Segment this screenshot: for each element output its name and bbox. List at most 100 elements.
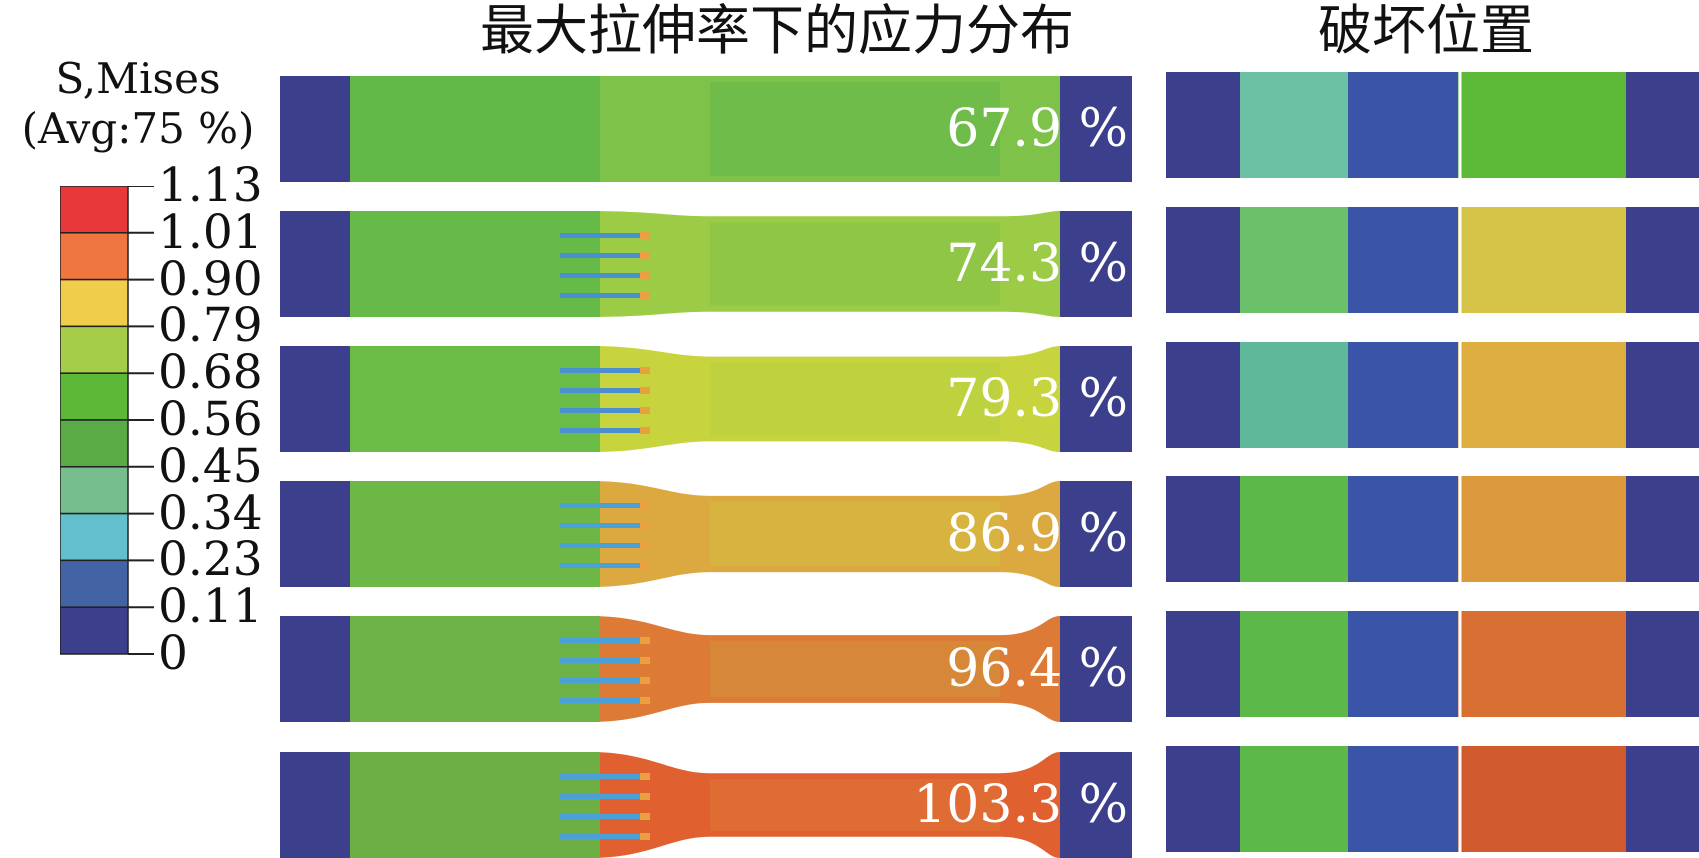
legend-label: 0.34 bbox=[158, 485, 263, 541]
right-clamp bbox=[1060, 76, 1132, 182]
right-clamp bbox=[1060, 346, 1132, 452]
specimen-row bbox=[280, 211, 1132, 317]
legend-swatch bbox=[60, 372, 129, 421]
fiber-rod-tip bbox=[640, 252, 650, 259]
failure-right-clamp bbox=[1626, 207, 1699, 313]
legend-header-averaging: (Avg:75 %) bbox=[21, 104, 255, 153]
fiber-rod-tip bbox=[640, 697, 650, 704]
fiber-rod-tip bbox=[640, 793, 650, 800]
failure-right-zone bbox=[1458, 207, 1626, 313]
right-clamp bbox=[1060, 752, 1132, 858]
legend-label: 0.68 bbox=[158, 345, 263, 401]
fiber-rod bbox=[560, 543, 640, 548]
legend-label: 0.45 bbox=[158, 438, 263, 494]
title-stress-distribution: 最大拉伸率下的应力分布 bbox=[480, 0, 1074, 62]
legend-color-bar bbox=[60, 186, 154, 655]
specimen-left-zone bbox=[350, 752, 600, 858]
failure-row bbox=[1166, 207, 1699, 313]
legend-label: 0.79 bbox=[158, 298, 263, 354]
legend-swatch bbox=[60, 419, 129, 468]
failure-left-zone bbox=[1240, 342, 1348, 448]
fiber-rod-tip bbox=[640, 292, 650, 299]
fiber-rod bbox=[560, 563, 640, 568]
legend-swatch bbox=[60, 512, 129, 562]
fiber-rod-tip bbox=[640, 272, 650, 279]
failure-right-clamp bbox=[1626, 746, 1699, 852]
fiber-rod-tip bbox=[640, 367, 650, 374]
specimen-row bbox=[280, 346, 1132, 452]
fiber-rod bbox=[560, 814, 640, 819]
fiber-rod bbox=[560, 408, 640, 413]
left-clamp bbox=[280, 616, 350, 722]
fiber-rod bbox=[560, 388, 640, 393]
fiber-rod-tip bbox=[640, 657, 650, 664]
strain-label: 67.9 % bbox=[946, 99, 1128, 159]
fiber-rod-tip bbox=[640, 522, 650, 529]
stress-distribution-panels bbox=[280, 76, 1132, 858]
left-clamp bbox=[280, 346, 350, 452]
failure-row bbox=[1166, 746, 1699, 852]
fiber-rod-tip bbox=[640, 232, 650, 239]
fiber-rod bbox=[560, 794, 640, 799]
fiber-rod bbox=[560, 253, 640, 258]
right-clamp bbox=[1060, 481, 1132, 587]
left-clamp bbox=[280, 76, 350, 182]
failure-row bbox=[1166, 342, 1699, 448]
specimen-center-zone bbox=[710, 779, 1000, 831]
specimen-row bbox=[280, 76, 1132, 182]
legend-swatch bbox=[60, 278, 129, 328]
failure-damage-zone bbox=[1348, 746, 1458, 852]
fiber-rod-tip bbox=[640, 773, 650, 780]
strain-label: 96.4 % bbox=[946, 639, 1128, 699]
specimen-left-zone bbox=[350, 616, 600, 722]
fiber-rod bbox=[560, 658, 640, 663]
specimen-center-zone bbox=[710, 641, 1000, 697]
specimen-center-zone bbox=[710, 501, 1000, 567]
failure-left-zone bbox=[1240, 207, 1348, 313]
legend-label: 0.56 bbox=[158, 392, 263, 447]
legend-label: 0 bbox=[158, 626, 188, 681]
failure-right-clamp bbox=[1626, 72, 1699, 178]
failure-row bbox=[1166, 611, 1699, 717]
failure-left-zone bbox=[1240, 746, 1348, 852]
title-failure-location: 破坏位置 bbox=[1318, 0, 1534, 62]
specimen-left-zone bbox=[350, 346, 600, 452]
failure-left-zone bbox=[1240, 72, 1348, 178]
specimen-center-zone bbox=[710, 362, 1000, 436]
fiber-rod-tip bbox=[640, 562, 650, 569]
legend-label: 1.01 bbox=[158, 204, 263, 260]
failure-damage-zone bbox=[1348, 476, 1458, 582]
specimen-row bbox=[280, 481, 1132, 587]
specimen-row bbox=[280, 616, 1132, 722]
specimen-left-zone bbox=[350, 481, 600, 587]
legend-swatch bbox=[60, 466, 129, 515]
specimen-left-zone bbox=[350, 76, 600, 182]
specimen-left-zone bbox=[350, 211, 600, 317]
legend-swatch bbox=[60, 232, 129, 281]
fiber-rod-tip bbox=[640, 502, 650, 509]
specimen-row bbox=[280, 752, 1132, 858]
fiber-rod bbox=[560, 638, 640, 643]
failure-damage-zone bbox=[1348, 342, 1458, 448]
legend-header-variable: S,Mises bbox=[55, 54, 221, 103]
failure-damage-zone bbox=[1348, 611, 1458, 717]
fiber-rod-tip bbox=[640, 407, 650, 414]
failure-damage-zone bbox=[1348, 72, 1458, 178]
fiber-rod-tip bbox=[640, 387, 650, 394]
legend-swatch bbox=[60, 186, 129, 234]
strain-label: 103.3 % bbox=[913, 775, 1128, 835]
failure-damage-zone bbox=[1348, 207, 1458, 313]
strain-label: 79.3 % bbox=[946, 369, 1128, 429]
left-clamp bbox=[280, 211, 350, 317]
fiber-rod bbox=[560, 774, 640, 779]
failure-right-clamp bbox=[1626, 476, 1699, 582]
failure-right-clamp bbox=[1626, 611, 1699, 717]
specimen-center-zone bbox=[710, 82, 1000, 176]
legend-swatch bbox=[60, 559, 129, 608]
left-clamp bbox=[280, 481, 350, 587]
fiber-rod bbox=[560, 293, 640, 298]
specimen-center-zone bbox=[710, 222, 1000, 306]
right-clamp bbox=[1060, 616, 1132, 722]
right-clamp bbox=[1060, 211, 1132, 317]
